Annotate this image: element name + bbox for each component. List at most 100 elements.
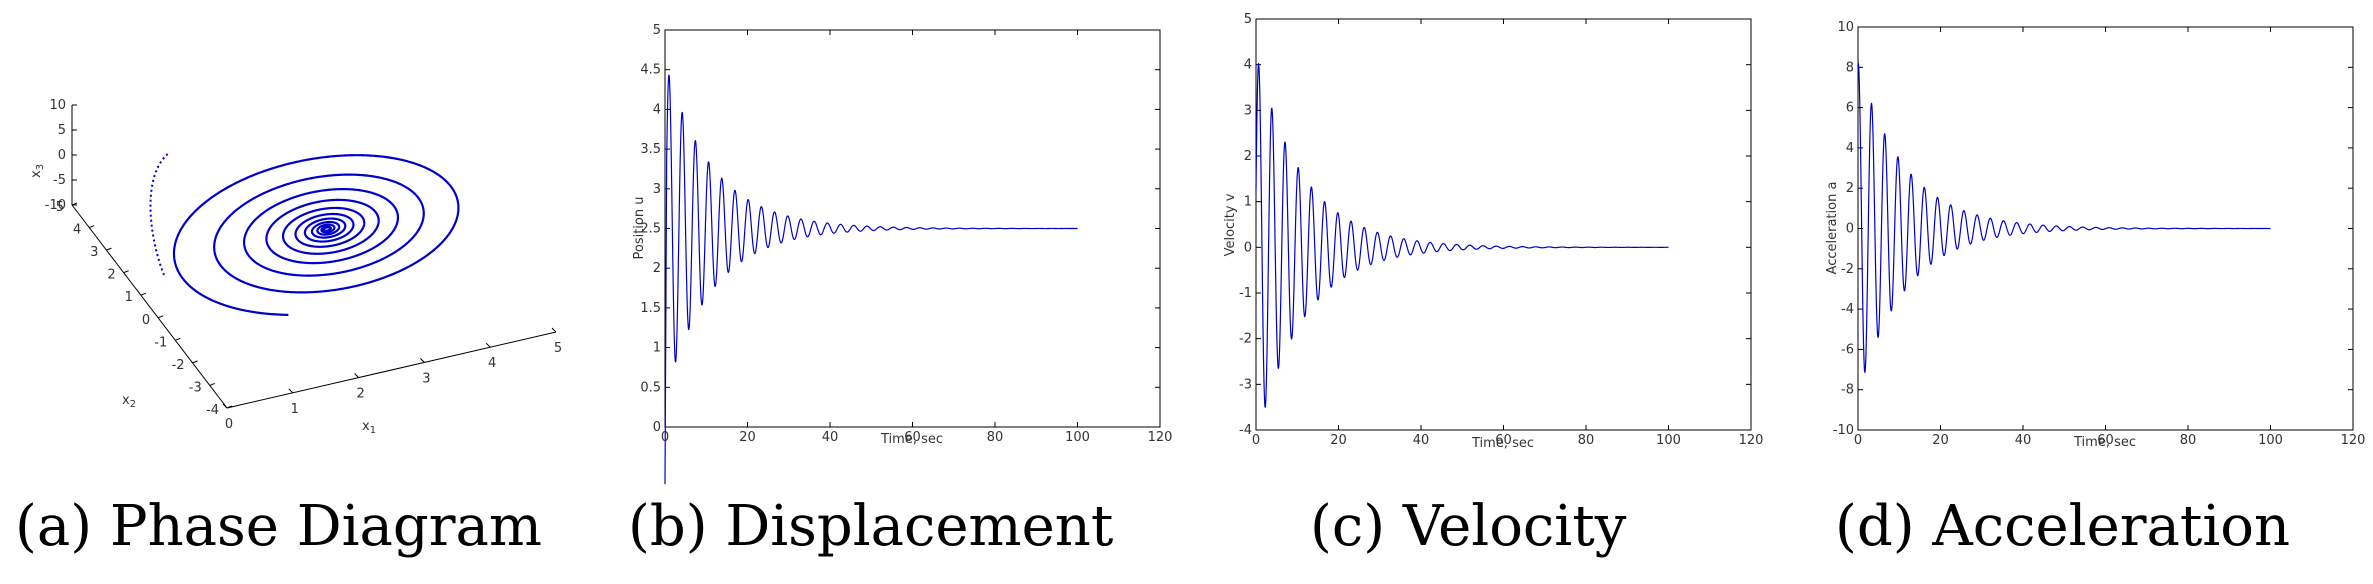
displacement-xtick-label: 60 <box>904 430 921 445</box>
acceleration-ytick-label: -6 <box>1841 342 1854 357</box>
phase-trajectory-tail <box>149 151 171 276</box>
phase-x2-tick-mark <box>192 360 198 364</box>
phase-3d-axes <box>71 105 557 409</box>
displacement-ytick-label: 4 <box>653 102 661 117</box>
acceleration-ticks: 0 20 40 60 80 100 120 -10 -8 -6 -4 -2 0 2 4 6 8 10 <box>1833 20 2366 448</box>
acceleration-xtick-label: 80 <box>2180 433 2197 448</box>
displacement-series-line <box>664 74 1078 485</box>
acceleration-ytick-label: 0 <box>1846 222 1854 237</box>
phase-x2-tick-label: -3 <box>189 380 202 395</box>
displacement-xtick-label: 100 <box>1065 430 1090 445</box>
velocity-series-line <box>1255 63 1669 408</box>
caption-velocity: (c) Velocity <box>1310 494 1627 559</box>
phase-x1-tick-mark <box>485 342 491 348</box>
acceleration-ytick-label: 8 <box>1846 60 1854 75</box>
displacement-ytick-label: 2.5 <box>640 222 661 237</box>
velocity-ytick-label: 2 <box>1244 149 1252 164</box>
phase-x2-tick-mark <box>226 405 233 409</box>
displacement-ytick-label: 0.5 <box>640 380 661 395</box>
displacement-xtick-label: 120 <box>1148 430 1173 445</box>
phase-x3-tick-label: 10 <box>49 98 66 113</box>
velocity-xtick-label: 20 <box>1330 433 1347 448</box>
phase-x1-tick-mark <box>354 373 359 378</box>
acceleration-series-line <box>1857 62 2271 374</box>
phase-x3-tick-label: 0 <box>58 148 66 163</box>
phase-x2-tick-label: 3 <box>90 245 98 260</box>
acceleration-xtick-label: 60 <box>2097 433 2114 448</box>
velocity-ytick-label: -1 <box>1239 286 1252 301</box>
velocity-xtick-label: 100 <box>1656 433 1681 448</box>
velocity-ytick-label: 0 <box>1244 240 1252 255</box>
velocity-xtick-label: 40 <box>1413 433 1430 448</box>
acceleration-xtick-label: 20 <box>1932 433 1949 448</box>
phase-x3-tick-label: -10 <box>45 198 66 213</box>
phase-xlabel: x1 <box>362 419 376 436</box>
acceleration-xtick-label: 40 <box>2015 433 2032 448</box>
phase-x1-tick-mark <box>551 327 557 333</box>
displacement-ytick-label: 2 <box>653 261 661 276</box>
displacement-ytick-label: 4.5 <box>640 63 661 78</box>
phase-x1-tick-label: 4 <box>488 356 496 371</box>
displacement-xtick-label: 40 <box>822 430 839 445</box>
acceleration-xtick-label: 120 <box>2341 433 2366 448</box>
phase-ylabel: x2 <box>122 393 136 410</box>
phase-zlabel: x3 <box>29 164 46 178</box>
displacement-plot-frame <box>664 29 1161 428</box>
velocity-xtick-label: 120 <box>1739 433 1764 448</box>
caption-displacement: (b) Displacement <box>628 494 1114 559</box>
displacement-xtick-label: 80 <box>987 430 1004 445</box>
displacement-xlabel: Time, sec <box>880 432 943 447</box>
phase-x2-tick-label: -4 <box>206 403 219 418</box>
phase-x2-tick-label: -2 <box>172 358 185 373</box>
phase-x2-tick-mark <box>157 315 164 319</box>
velocity-xtick-label: 60 <box>1495 433 1512 448</box>
displacement-ylabel: Position u <box>632 197 647 260</box>
displacement-ytick-label: 0 <box>653 420 661 435</box>
phase-x1-tick-label: 2 <box>356 387 364 402</box>
phase-x1-tick-label: 5 <box>554 341 562 356</box>
velocity-ytick-label: 4 <box>1244 58 1252 73</box>
displacement-ytick-label: 5 <box>653 23 661 38</box>
phase-x1-axis <box>226 331 557 409</box>
acceleration-ytick-label: 2 <box>1846 181 1854 196</box>
acceleration-ytick-label: -8 <box>1841 383 1854 398</box>
phase-x2-tick-label: 1 <box>125 290 133 305</box>
acceleration-ylabel: Acceleration a <box>1825 182 1840 275</box>
velocity-ytick-label: -3 <box>1239 377 1252 392</box>
acceleration-xtick-label: 0 <box>1854 433 1862 448</box>
velocity-xlabel: Time, sec <box>1471 436 1534 451</box>
phase-x1-tick-label: 3 <box>422 371 430 386</box>
velocity-ticks: 0 20 40 60 80 100 120 -4 -3 -2 -1 0 1 2 3 4 5 <box>1239 12 1763 448</box>
acceleration-ytick-label: 10 <box>1837 20 1854 35</box>
phase-x1-tick-mark <box>288 388 294 394</box>
phase-x2-tick-label: 5 <box>56 200 64 215</box>
velocity-ytick-label: 1 <box>1244 195 1252 210</box>
phase-x2-tick-label: -1 <box>154 335 167 350</box>
acceleration-ytick-label: -2 <box>1841 262 1854 277</box>
velocity-xtick-label: 0 <box>1252 433 1260 448</box>
phase-x2-tick-mark <box>89 225 95 229</box>
phase-trajectory <box>172 154 460 316</box>
phase-x2-tick-label: 4 <box>73 223 81 238</box>
displacement-xtick-label: 20 <box>739 430 756 445</box>
displacement-ytick-label: 1 <box>653 341 661 356</box>
velocity-ytick-label: 5 <box>1244 12 1252 27</box>
displacement-ytick-label: 3 <box>653 182 661 197</box>
velocity-ytick-label: 3 <box>1244 103 1252 118</box>
caption-phase-diagram: (a) Phase Diagram <box>15 494 542 559</box>
acceleration-panel: 0 20 40 60 80 100 120 -10 -8 -6 -4 -2 0 2 4 6 8 10 Time, … <box>1825 20 2365 450</box>
phase-x2-tick-mark <box>140 292 147 296</box>
velocity-ytick-label: -2 <box>1239 332 1252 347</box>
phase-x1-tick-mark <box>420 358 425 363</box>
phase-x2-tick-label: 0 <box>142 313 150 328</box>
phase-x1-tick-label: 0 <box>225 417 233 432</box>
phase-x2-tick-mark <box>123 270 129 274</box>
phase-x2-tick-mark <box>175 337 181 341</box>
phase-x2-tick-mark <box>209 382 215 386</box>
phase-x3-tick-label: -5 <box>53 173 66 188</box>
